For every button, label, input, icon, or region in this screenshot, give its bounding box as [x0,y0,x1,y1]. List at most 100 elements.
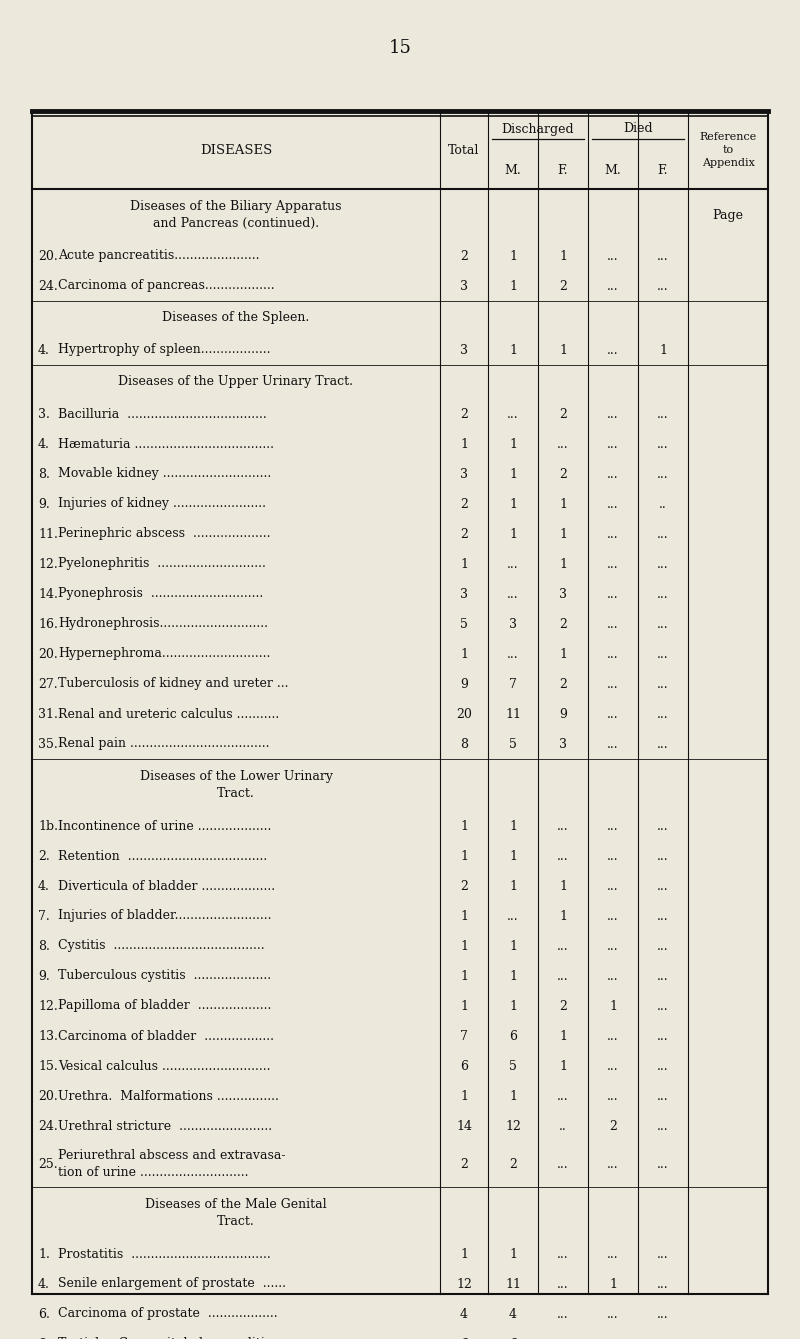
Text: ...: ... [607,528,619,541]
Text: ...: ... [557,819,569,833]
Text: Diseases of the Male Genital
Tract.: Diseases of the Male Genital Tract. [145,1198,327,1228]
Text: ...: ... [657,1277,669,1291]
Text: 2: 2 [460,498,468,510]
Text: 12.: 12. [38,999,58,1012]
Text: 1: 1 [559,498,567,510]
Text: 12: 12 [505,1119,521,1133]
Text: 1: 1 [509,880,517,893]
Text: 6: 6 [460,1338,468,1339]
Text: Tuberculous cystitis  ....................: Tuberculous cystitis ...................… [58,969,271,983]
Text: ...: ... [607,1338,619,1339]
Text: 5: 5 [460,617,468,631]
Text: 1: 1 [609,1277,617,1291]
Text: 2: 2 [559,617,567,631]
Text: 1: 1 [509,280,517,292]
Text: ...: ... [507,909,519,923]
Text: 25.: 25. [38,1157,58,1170]
Text: Diseases of the Upper Urinary Tract.: Diseases of the Upper Urinary Tract. [118,375,354,388]
Text: ...: ... [557,940,569,952]
Text: Senile enlargement of prostate  ......: Senile enlargement of prostate ...... [58,1277,286,1291]
Text: 1: 1 [509,528,517,541]
Text: Diseases of the Spleen.: Diseases of the Spleen. [162,312,310,324]
Text: Tuberculosis of kidney and ureter ...: Tuberculosis of kidney and ureter ... [58,678,289,691]
Text: Cystitis  .......................................: Cystitis ...............................… [58,940,265,952]
Text: ...: ... [507,557,519,570]
Text: Renal pain ....................................: Renal pain .............................… [58,738,270,750]
Text: 7: 7 [509,678,517,691]
Text: ...: ... [657,249,669,262]
Text: 14.: 14. [38,588,58,600]
Text: 1: 1 [509,498,517,510]
Text: 3: 3 [509,617,517,631]
Text: ...: ... [657,1248,669,1260]
Text: 2: 2 [559,280,567,292]
Text: ...: ... [657,1030,669,1043]
Text: Perinephric abscess  ....................: Perinephric abscess .................... [58,528,270,541]
Text: 1: 1 [460,849,468,862]
Text: Carcinoma of prostate  ..................: Carcinoma of prostate .................. [58,1307,278,1320]
Text: ...: ... [557,1090,569,1102]
Text: Died: Died [623,122,653,135]
Text: 1: 1 [460,438,468,450]
Text: ...: ... [607,849,619,862]
Text: 1: 1 [509,849,517,862]
Text: ...: ... [657,880,669,893]
Text: DISEASES: DISEASES [200,143,272,157]
Text: 2: 2 [559,678,567,691]
Text: ...: ... [557,1338,569,1339]
Text: 6.: 6. [38,1307,50,1320]
Text: 4.: 4. [38,880,50,893]
Text: 1: 1 [460,557,468,570]
Text: 9: 9 [460,678,468,691]
Text: 31.: 31. [38,707,58,720]
Text: ...: ... [607,280,619,292]
Text: ...: ... [557,438,569,450]
Text: ...: ... [607,467,619,481]
Text: 1: 1 [559,909,567,923]
Text: ...: ... [607,1157,619,1170]
Text: ...: ... [607,909,619,923]
Text: F.: F. [658,165,668,178]
Text: Incontinence of urine ...................: Incontinence of urine ..................… [58,819,271,833]
Text: 6: 6 [509,1338,517,1339]
Text: 4.: 4. [38,1277,50,1291]
Text: ...: ... [607,940,619,952]
Text: ...: ... [607,1307,619,1320]
Text: Hypertrophy of spleen..................: Hypertrophy of spleen.................. [58,344,270,356]
Text: Diverticula of bladder ...................: Diverticula of bladder .................… [58,880,275,893]
Text: ..: .. [659,498,667,510]
Text: ...: ... [657,909,669,923]
Text: 1: 1 [460,1248,468,1260]
Text: 12.: 12. [38,557,58,570]
Text: 5: 5 [509,1059,517,1073]
Text: Total: Total [448,143,480,157]
Text: 4: 4 [460,1307,468,1320]
Text: ...: ... [657,467,669,481]
Text: 14: 14 [456,1119,472,1133]
Text: 2: 2 [559,467,567,481]
Text: 11: 11 [505,707,521,720]
Text: 16.: 16. [38,617,58,631]
Text: ...: ... [657,1090,669,1102]
Text: 1: 1 [559,249,567,262]
Text: ...: ... [657,617,669,631]
Text: 2: 2 [559,999,567,1012]
Text: Reference
to
Appendix: Reference to Appendix [699,133,757,167]
Text: 3: 3 [460,467,468,481]
Text: 2: 2 [460,1157,468,1170]
Text: 1: 1 [460,999,468,1012]
Text: Injuries of kidney ........................: Injuries of kidney .....................… [58,498,266,510]
Text: ...: ... [657,1157,669,1170]
Text: Diseases of the Lower Urinary
Tract.: Diseases of the Lower Urinary Tract. [139,770,333,799]
Text: ...: ... [657,407,669,420]
Text: Acute pancreatitis......................: Acute pancreatitis...................... [58,249,259,262]
Text: 3: 3 [460,344,468,356]
Text: M.: M. [505,165,522,178]
Text: ...: ... [607,249,619,262]
Text: Page: Page [713,209,743,221]
Text: 2: 2 [460,528,468,541]
Text: 2: 2 [460,249,468,262]
Text: ...: ... [607,678,619,691]
Text: 1: 1 [509,969,517,983]
Text: ...: ... [607,880,619,893]
